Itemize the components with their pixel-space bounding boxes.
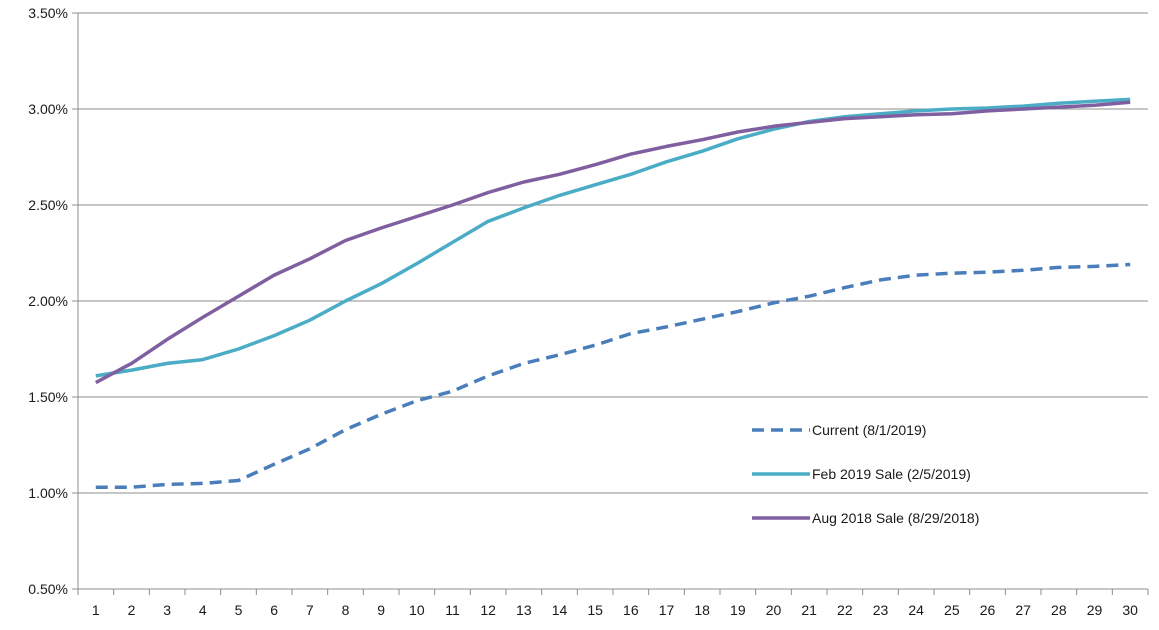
x-tick-label: 15 — [587, 602, 603, 618]
x-tick-label: 22 — [837, 602, 853, 618]
x-tick-label: 27 — [1015, 602, 1031, 618]
x-tick-label: 21 — [801, 602, 817, 618]
series-line-1 — [95, 262, 1131, 489]
legend: Current (8/1/2019) Feb 2019 Sale (2/5/201… — [752, 422, 979, 526]
x-tick-label: 24 — [908, 602, 924, 618]
x-tick-label: 16 — [623, 602, 639, 618]
series-line-2 — [95, 97, 1131, 378]
x-tick-label: 6 — [270, 602, 278, 618]
x-tick-label: 9 — [377, 602, 385, 618]
series-line-3 — [94, 100, 1131, 385]
legend-label-1: Current (8/1/2019) — [812, 422, 926, 438]
x-tick-label: 10 — [409, 602, 425, 618]
x-tick-label: 17 — [659, 602, 675, 618]
x-tick-label: 14 — [552, 602, 568, 618]
x-tick-label: 1 — [92, 602, 100, 618]
x-tick-label: 19 — [730, 602, 746, 618]
y-tick-label: 2.50% — [28, 197, 68, 213]
series-lines — [94, 97, 1131, 489]
x-tick-label: 25 — [944, 602, 960, 618]
x-tick-label: 20 — [766, 602, 782, 618]
y-tick-label: 1.50% — [28, 389, 68, 405]
x-axis-tick-labels: 1 2 3 4 5 6 7 8 9 10 11 12 13 14 15 16 17 18 19 20 21 22 23 24 2… — [92, 602, 1138, 618]
y-tick-label: 3.50% — [28, 5, 68, 21]
x-tick-label: 7 — [306, 602, 314, 618]
grid-lines — [78, 12, 1148, 494]
y-axis-tick-labels: 0.50% 1.00% 1.50% 2.00% 2.50% 3.00% 3.50% — [28, 5, 68, 597]
x-tick-label: 23 — [873, 602, 889, 618]
axes — [72, 12, 1149, 595]
x-tick-label: 4 — [199, 602, 207, 618]
x-tick-label: 5 — [235, 602, 243, 618]
x-tick-label: 26 — [980, 602, 996, 618]
y-tick-label: 1.00% — [28, 485, 68, 501]
x-tick-label: 28 — [1051, 602, 1067, 618]
y-tick-label: 2.00% — [28, 293, 68, 309]
x-tick-label: 13 — [516, 602, 532, 618]
legend-label-2: Feb 2019 Sale (2/5/2019) — [812, 466, 971, 482]
legend-label-3: Aug 2018 Sale (8/29/2018) — [812, 510, 979, 526]
x-tick-label: 2 — [128, 602, 136, 618]
x-tick-label: 8 — [342, 602, 350, 618]
x-tick-label: 11 — [445, 602, 460, 618]
x-tick-label: 3 — [163, 602, 171, 618]
y-tick-label: 3.00% — [28, 101, 68, 117]
x-tick-label: 12 — [480, 602, 496, 618]
x-tick-label: 18 — [694, 602, 710, 618]
y-tick-label: 0.50% — [28, 581, 68, 597]
x-tick-label: 30 — [1122, 602, 1138, 618]
x-tick-label: 29 — [1087, 602, 1103, 618]
